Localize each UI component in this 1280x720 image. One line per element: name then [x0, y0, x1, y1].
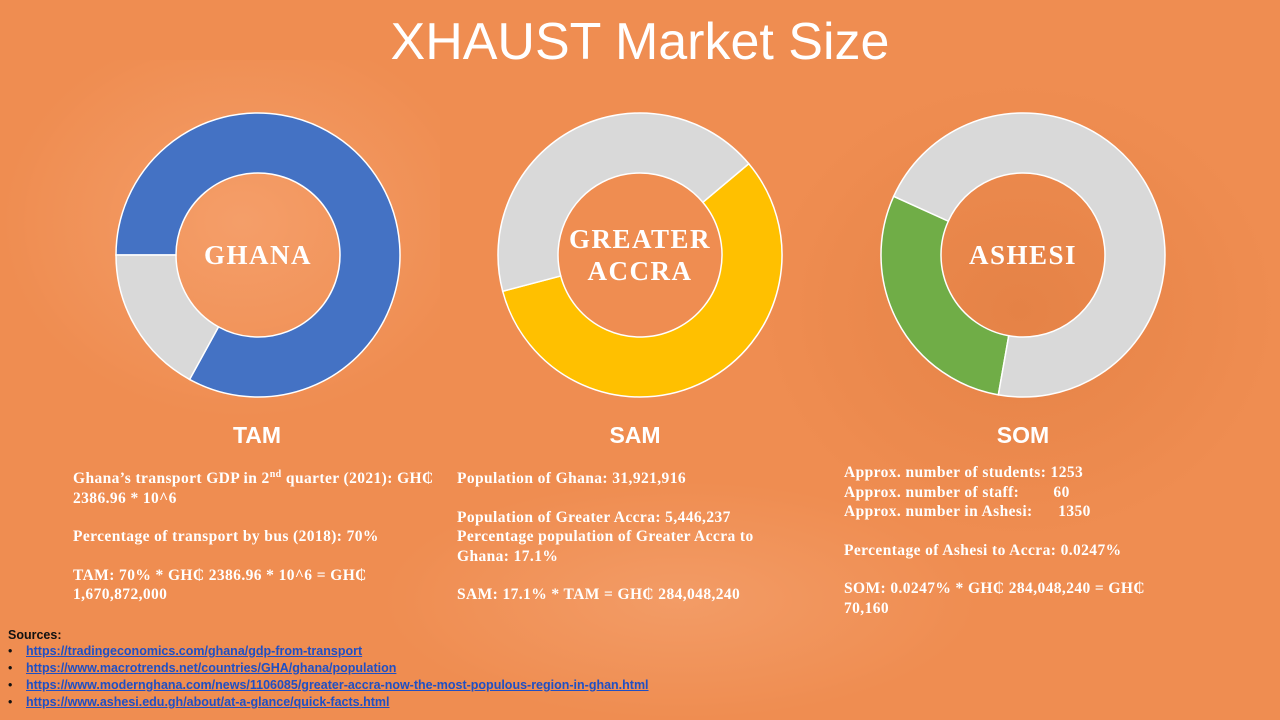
som-description: Approx. number of students: 1253 Approx.… [844, 463, 1184, 618]
donut-slice [497, 112, 750, 293]
sam-heading: SAM [609, 422, 661, 448]
donut-center-label: ASHESI [968, 240, 1078, 270]
sources-list: https://tradingeconomics.com/ghana/gdp-f… [8, 643, 649, 711]
source-item: https://www.macrotrends.net/countries/GH… [8, 660, 649, 677]
tam-gdp-suffix: quarter (2021): GH₵ 2386.96 * 10^6 [73, 470, 438, 507]
donut-svg [497, 112, 783, 398]
donut-chart-greater-accra: GREATER ACCRA [495, 110, 785, 400]
som-percentage: Percentage of Ashesi to Accra: 0.0247% [844, 541, 1122, 559]
donut-chart-ashesi: ASHESI [878, 110, 1168, 400]
sam-pop-accra: Population of Greater Accra: 5,446,237 [457, 508, 731, 526]
sam-pop-ghana: Population of Ghana: 31,921,916 [457, 470, 686, 487]
tam-gdp-prefix: Ghana’s transport GDP in 2 [73, 470, 270, 487]
tam-bus-share: Percentage of transport by bus (2018): 7… [73, 528, 379, 545]
source-item: https://www.ashesi.edu.gh/about/at-a-gla… [8, 694, 649, 711]
donut-svg [115, 112, 401, 398]
sources-section: Sources: https://tradingeconomics.com/gh… [8, 628, 649, 711]
som-heading: SOM [996, 422, 1050, 448]
donut-center-label: GHANA [204, 240, 312, 270]
sam-percentage: Percentage population of Greater Accra t… [457, 528, 758, 565]
page-title: XHAUST Market Size [390, 13, 890, 71]
source-item: https://www.modernghana.com/news/1106085… [8, 677, 649, 694]
donut-slice [880, 195, 1010, 396]
source-link[interactable]: https://www.macrotrends.net/countries/GH… [26, 661, 397, 675]
sam-formula: SAM: 17.1% * TAM = GH₵ 284,048,240 [457, 586, 741, 603]
donut-slice [892, 112, 1166, 398]
donut-svg [880, 112, 1166, 398]
tam-gdp-text: Ghana’s transport GDP in 2nd quarter (20… [73, 469, 438, 508]
source-link[interactable]: https://www.ashesi.edu.gh/about/at-a-gla… [26, 695, 390, 709]
sam-description: Population of Ghana: 31,921,916 Populati… [457, 469, 802, 605]
donut-slice [115, 254, 220, 381]
donut-center-label: GREATER ACCRA [568, 224, 712, 286]
som-students: Approx. number of students: 1253 [844, 464, 1084, 481]
som-ashesi: Approx. number in Ashesi: 1350 [844, 503, 1091, 520]
donut-chart-ghana: GHANA [113, 110, 403, 400]
donut-slice [115, 112, 401, 398]
source-item: https://tradingeconomics.com/ghana/gdp-f… [8, 643, 649, 660]
tam-formula: TAM: 70% * GH₵ 2386.96 * 10^6 = GH₵ 1,67… [73, 566, 376, 604]
sources-heading: Sources: [8, 628, 62, 642]
tam-description: Ghana’s transport GDP in 2nd quarter (20… [73, 469, 438, 605]
donut-slice [501, 162, 783, 398]
source-link[interactable]: https://www.modernghana.com/news/1106085… [26, 678, 649, 692]
som-formula: SOM: 0.0247% * GH₵ 284,048,240 = GH₵ 70,… [844, 580, 1150, 617]
source-link[interactable]: https://tradingeconomics.com/ghana/gdp-f… [26, 644, 363, 658]
som-staff: Approx. number of staff: 60 [844, 483, 1070, 501]
tam-heading: TAM [232, 422, 282, 448]
tam-gdp-sup: nd [269, 468, 282, 480]
